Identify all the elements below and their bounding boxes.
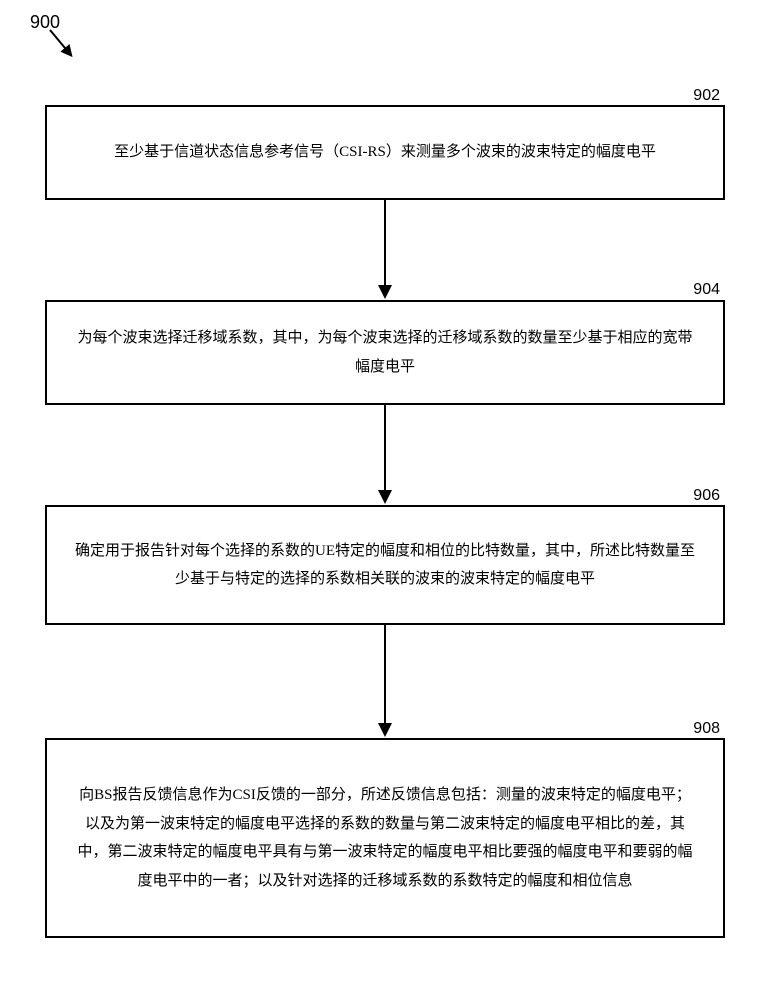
connector-1 <box>378 200 392 299</box>
step-text-906: 确定用于报告针对每个选择的系数的UE特定的幅度和相位的比特数量，其中，所述比特数… <box>72 537 698 594</box>
step-box-902: 至少基于信道状态信息参考信号（CSI-RS）来测量多个波束的波束特定的幅度电平 <box>45 105 725 200</box>
step-text-908: 向BS报告反馈信息作为CSI反馈的一部分，所述反馈信息包括：测量的波束特定的幅度… <box>72 781 698 895</box>
connector-3 <box>378 625 392 737</box>
figure-number-arrow <box>0 0 100 80</box>
step-text-902: 至少基于信道状态信息参考信号（CSI-RS）来测量多个波束的波束特定的幅度电平 <box>114 138 656 167</box>
step-label-906: 906 <box>693 487 720 505</box>
step-label-904: 904 <box>693 281 720 299</box>
step-label-902: 902 <box>693 87 720 105</box>
step-box-908: 向BS报告反馈信息作为CSI反馈的一部分，所述反馈信息包括：测量的波束特定的幅度… <box>45 738 725 938</box>
step-label-908: 908 <box>693 720 720 738</box>
step-box-904: 为每个波束选择迁移域系数，其中，为每个波束选择的迁移域系数的数量至少基于相应的宽… <box>45 300 725 405</box>
connector-2 <box>378 405 392 504</box>
step-box-906: 确定用于报告针对每个选择的系数的UE特定的幅度和相位的比特数量，其中，所述比特数… <box>45 505 725 625</box>
step-text-904: 为每个波束选择迁移域系数，其中，为每个波束选择的迁移域系数的数量至少基于相应的宽… <box>72 324 698 381</box>
